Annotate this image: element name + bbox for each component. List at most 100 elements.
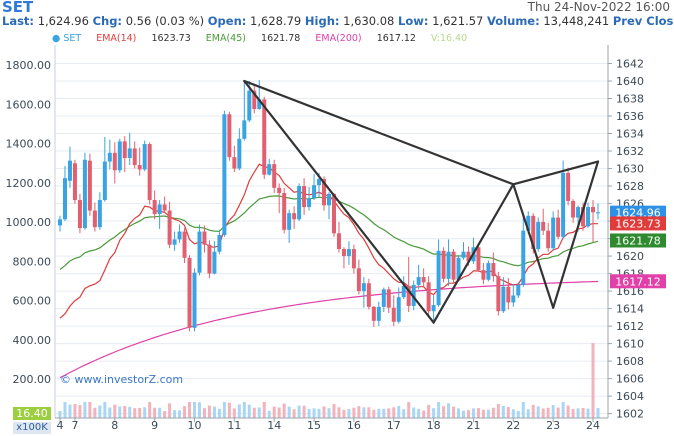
volume-bar <box>78 405 82 418</box>
candle-body <box>232 157 237 169</box>
candle-body <box>496 276 501 312</box>
volume-bar <box>262 402 266 418</box>
volume-bar <box>297 405 301 418</box>
low-value: 1,621.57 <box>432 14 484 28</box>
volume-bar <box>591 343 595 418</box>
x-tick-label: 10 <box>188 419 202 432</box>
volume-bar <box>397 405 401 418</box>
right-axis: 1602160416061608161016121614161616181620… <box>607 45 644 421</box>
volume-bar <box>282 403 286 418</box>
candle-body <box>511 295 516 303</box>
candle-body <box>331 193 336 234</box>
volume-bar <box>188 402 192 418</box>
last-label: Last: <box>2 14 35 28</box>
volume-bar <box>73 404 77 418</box>
candle-body <box>227 114 232 158</box>
volume-bar <box>342 409 346 418</box>
candle-body <box>107 152 112 162</box>
volume-bar <box>327 408 331 418</box>
candle-body <box>466 251 471 262</box>
volume-bar <box>377 408 381 418</box>
candle-body <box>591 207 596 213</box>
high-label: High: <box>304 14 340 28</box>
x-tick-label: 24 <box>586 419 600 432</box>
volume-bar <box>596 408 600 418</box>
volume-bar <box>242 402 246 418</box>
volume-bar <box>113 404 117 418</box>
volume-bar <box>372 409 376 418</box>
candle-body <box>132 148 137 166</box>
candle-body <box>446 251 451 279</box>
candle-body <box>476 247 481 271</box>
volume-bar <box>457 408 461 418</box>
volume-bar <box>576 408 580 418</box>
candle-body <box>242 120 247 139</box>
candle-body <box>162 204 167 211</box>
candle-body <box>541 221 546 231</box>
candle-body <box>142 144 147 170</box>
right-tick-label: 1608 <box>616 355 644 368</box>
candle-body <box>77 200 82 229</box>
right-tick-label: 1606 <box>616 373 644 386</box>
volume-bar <box>447 403 451 418</box>
pattern-leg <box>243 79 515 186</box>
right-tick-label: 1632 <box>616 145 644 158</box>
candle-body <box>536 221 541 250</box>
volume-bar <box>536 406 540 418</box>
candle-body <box>406 285 411 306</box>
volume-bar <box>561 402 565 418</box>
candle-body <box>327 193 331 206</box>
x-tick-label: 11 <box>227 419 241 432</box>
volume-bar <box>491 407 495 418</box>
legend: ● SET EMA(14) 1623.73 EMA(45) 1621.78 EM… <box>52 33 473 44</box>
x-tick-label: 9 <box>151 419 158 432</box>
legend-set: ● SET <box>52 33 82 44</box>
candle-body <box>491 263 496 277</box>
legend-ema200: EMA(200) 1617.12 <box>315 33 416 44</box>
volume-bar <box>227 402 231 418</box>
candle-body <box>371 306 376 321</box>
left-axis: 200.00 400.00 600.00 800.00 1000.00 1200.00 14… <box>6 45 56 418</box>
x-tick-label: 4 <box>57 419 64 432</box>
candle-body <box>122 141 127 159</box>
volume-bar <box>511 409 515 418</box>
x-tick-label: 18 <box>427 419 441 432</box>
left-tick-label: 1800.00 <box>6 59 52 72</box>
volume-bar <box>506 407 510 418</box>
candle-body <box>456 257 461 280</box>
volume-bar <box>197 402 201 418</box>
last-price-tag: 1624.96 <box>610 205 666 220</box>
volume-bar <box>68 404 72 418</box>
volume-bar <box>312 408 316 418</box>
volume-bar <box>322 406 326 418</box>
candle-body <box>566 172 571 201</box>
volume-bar <box>352 407 356 418</box>
candle-body <box>416 277 421 285</box>
volume-bar <box>521 402 525 418</box>
volume-bar <box>237 404 241 418</box>
candle-body <box>97 200 102 228</box>
volume-unit-label: x100K <box>13 422 51 434</box>
left-tick-label: 1200.00 <box>6 177 52 190</box>
candle-body <box>257 99 262 110</box>
x-axis: 4 7 8 9 10 11 14 15 16 17 18 21 22 23 24 <box>55 417 608 432</box>
volume-bar <box>317 408 321 418</box>
candle-body <box>441 250 446 279</box>
candle-body <box>312 185 317 199</box>
legend-volume: V:16.40 <box>431 33 468 44</box>
x-tick-label: 23 <box>546 419 560 432</box>
price-tag-bg <box>610 274 666 289</box>
volume-bar <box>466 410 470 418</box>
high-value: 1,630.08 <box>343 14 395 28</box>
left-tick-label: 400.00 <box>13 334 52 347</box>
pattern-leg <box>512 183 555 309</box>
candle-body <box>596 212 600 214</box>
candle-body <box>341 249 346 257</box>
price-tag-bg <box>610 216 666 231</box>
candle-body <box>481 270 486 280</box>
candle-body <box>102 161 107 201</box>
volume-value-box: 16.40 <box>13 407 51 420</box>
pattern-leg <box>243 79 435 324</box>
